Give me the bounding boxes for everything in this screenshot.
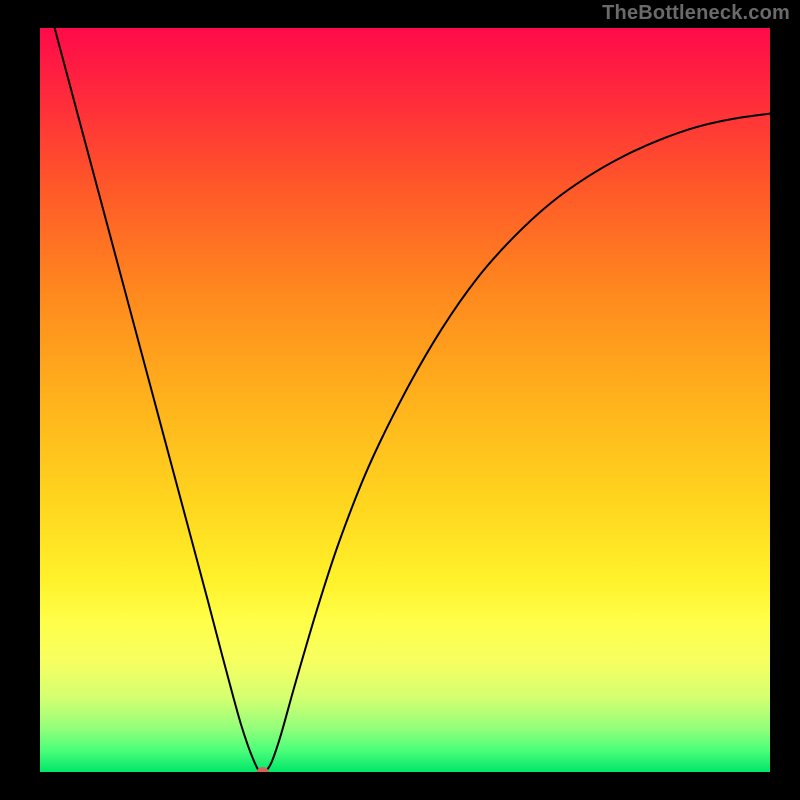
frame-border-right xyxy=(770,0,800,800)
plot-area xyxy=(40,28,770,772)
frame-border-left xyxy=(0,0,40,800)
min-point-marker xyxy=(257,767,269,772)
curve-svg xyxy=(40,28,770,772)
chart-container: TheBottleneck.com xyxy=(0,0,800,800)
watermark-text: TheBottleneck.com xyxy=(602,2,790,25)
frame-border-bottom xyxy=(0,772,800,800)
bottleneck-curve xyxy=(55,28,770,772)
